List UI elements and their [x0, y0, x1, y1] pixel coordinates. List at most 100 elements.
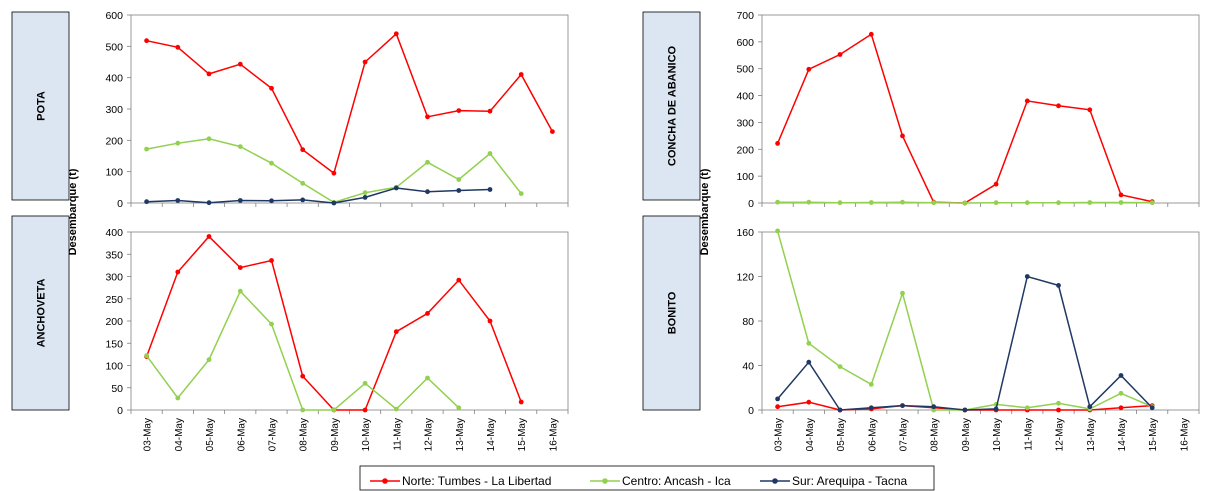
data-point: [206, 136, 212, 142]
data-point: [175, 269, 181, 275]
y-tick-label: 600: [736, 37, 754, 49]
y-tick-label: 0: [748, 405, 754, 417]
data-point: [175, 44, 181, 50]
data-point: [931, 407, 937, 413]
data-point: [456, 177, 462, 182]
x-tick-label: 14-May: [1117, 418, 1128, 451]
series-centro-ancash-ica: [144, 288, 462, 413]
x-tick-label: 05-May: [205, 418, 216, 451]
series-line: [777, 275, 1153, 411]
x-tick-label: 03-May: [143, 418, 154, 451]
series-centro-ancash-ica: [775, 199, 1155, 206]
data-point: [300, 373, 306, 379]
x-tick-label: 15-May: [517, 418, 528, 451]
data-point: [962, 407, 968, 413]
data-point: [1024, 98, 1030, 104]
series-norte-tumbes-la-libertad: [144, 31, 555, 176]
data-point: [362, 195, 368, 200]
x-tick-label: 07-May: [898, 418, 909, 451]
data-point: [1149, 405, 1155, 411]
data-point: [144, 353, 150, 359]
x-tick-label: 16-May: [548, 418, 559, 451]
data-point: [362, 407, 368, 413]
data-point: [456, 405, 462, 411]
data-point: [1118, 373, 1124, 378]
series-sur-arequipa-tacna: [775, 274, 1155, 413]
y-tick-label: 400: [105, 73, 123, 85]
data-point: [1118, 200, 1124, 205]
data-point: [931, 404, 937, 410]
legend-norte-label: Norte: Tumbes - La Libertad: [402, 474, 551, 488]
y-tick-label: 120: [736, 272, 754, 284]
data-point: [806, 359, 812, 365]
plot-area: [130, 14, 569, 204]
data-point: [775, 396, 780, 402]
y-tick-label: 200: [105, 316, 123, 328]
y-tick-label: 150: [105, 338, 123, 350]
data-point: [1087, 404, 1093, 410]
ylabel-left: Desembarque (t): [67, 168, 79, 255]
data-point: [868, 200, 874, 205]
data-point: [269, 85, 274, 91]
data-point: [487, 108, 493, 114]
x-tick-label: 11-May: [1023, 418, 1034, 451]
data-point: [175, 198, 181, 203]
panel-concha-de-abanico: CONCHA DE ABANICO 0 100 200 300 400 500 600 700: [642, 10, 1200, 210]
data-point: [775, 228, 780, 234]
data-point: [1118, 192, 1124, 198]
data-point: [425, 159, 430, 165]
legend-box: [359, 465, 935, 491]
data-point: [900, 133, 905, 139]
series-line: [145, 289, 460, 411]
data-point: [269, 198, 274, 204]
y-tick-label: 350: [105, 249, 123, 261]
data-point: [456, 277, 462, 283]
y-tick-label: 0: [748, 198, 754, 210]
data-point: [393, 329, 399, 335]
data-point: [868, 31, 874, 37]
data-point: [931, 200, 937, 206]
x-tick-label: 12-May: [424, 418, 435, 451]
data-point: [362, 59, 368, 65]
data-point: [300, 147, 306, 153]
panel-title: ANCHOVETA: [36, 279, 48, 348]
data-point: [900, 403, 905, 408]
data-point: [837, 52, 843, 57]
data-point: [237, 288, 243, 294]
x-tick-label: 09-May: [961, 418, 972, 451]
panel-anchoveta: ANCHOVETA 0 50 100 150 200 250 300 350 400 03-May 0…: [11, 215, 569, 451]
data-point: [900, 290, 905, 296]
data-point: [206, 357, 212, 363]
y-tick-label: 200: [736, 144, 754, 156]
data-point: [900, 199, 905, 205]
y-tick-label: 300: [105, 272, 123, 284]
panel-title-box: [642, 11, 701, 201]
data-point: [425, 311, 430, 316]
data-point: [300, 180, 306, 186]
x-tick-label: 12-May: [1055, 418, 1066, 451]
panel-title: BONITO: [667, 291, 679, 334]
panel-title-box: [11, 215, 70, 411]
data-point: [175, 140, 181, 146]
plot-area: [130, 231, 569, 411]
y-tick-label: 80: [742, 316, 754, 328]
y-tick-label: 200: [105, 135, 123, 147]
data-point: [837, 364, 843, 369]
data-point: [331, 407, 337, 413]
data-point: [487, 151, 493, 156]
y-tick-label: 100: [105, 167, 123, 179]
data-point: [1056, 407, 1061, 413]
data-point: [518, 399, 524, 405]
plot-area: [761, 231, 1200, 411]
x-tick-label: 06-May: [236, 418, 247, 451]
series-centro-ancash-ica: [775, 228, 1155, 413]
data-point: [206, 71, 212, 77]
y-tick-label: 160: [736, 227, 754, 239]
y-tick-label: 40: [742, 361, 754, 373]
data-point: [206, 200, 212, 206]
x-tick-label: 04-May: [174, 418, 185, 451]
data-point: [806, 199, 812, 205]
data-point: [456, 108, 462, 113]
legend-sur-label: Sur: Arequipa - Tacna: [792, 474, 908, 488]
panel-title-box: [642, 215, 701, 411]
